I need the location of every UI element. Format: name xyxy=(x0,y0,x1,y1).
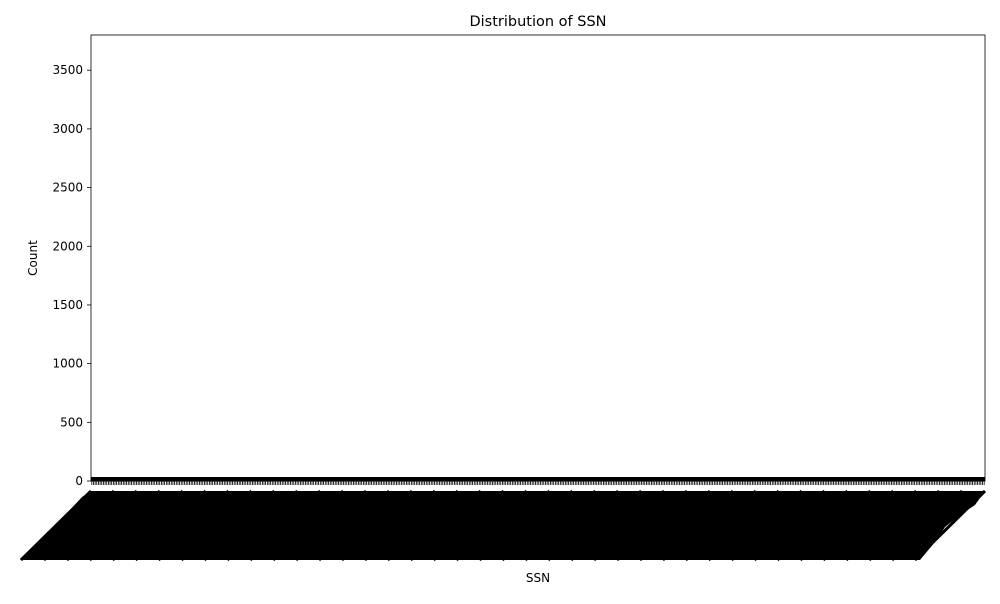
plot-background xyxy=(91,35,985,481)
x-tick-label-stroke xyxy=(891,489,964,562)
x-tick-label-stroke xyxy=(432,489,505,562)
bar-edge-band xyxy=(91,477,985,481)
x-tick-label-stroke xyxy=(822,489,895,562)
x-tick-label-stroke xyxy=(868,489,941,562)
plot-area xyxy=(90,34,986,482)
y-axis: 0 500 1000 1500 2000 2500 3000 3500 xyxy=(52,63,91,488)
x-tick-label-stroke xyxy=(340,489,413,562)
x-tick-label-stroke xyxy=(524,489,597,562)
x-tick-label-stroke xyxy=(615,489,689,562)
x-tick-label-stroke xyxy=(42,489,115,562)
x-tick-label-stroke xyxy=(845,489,918,562)
x-tick-label-stroke xyxy=(317,489,391,562)
x-tick-label-stroke xyxy=(730,489,803,562)
y-axis-label: Count xyxy=(26,240,40,276)
y-tick-label: 3000 xyxy=(52,122,83,136)
x-tick-label-stroke xyxy=(547,489,620,562)
x-tick-label-stroke xyxy=(180,489,253,562)
x-tick-label-stroke xyxy=(386,489,459,562)
x-tick-label-stroke xyxy=(501,489,574,562)
y-tick-label: 2000 xyxy=(52,239,83,253)
y-tick-label: 500 xyxy=(60,415,83,429)
x-tick-label-stroke xyxy=(65,489,138,562)
x-tick-label-stroke xyxy=(88,489,161,562)
x-tick-label-stroke xyxy=(455,489,528,562)
chart-title: Distribution of SSN xyxy=(469,14,606,30)
x-tick-label-stroke xyxy=(684,489,757,562)
x-tick-label-stroke xyxy=(661,489,734,562)
y-tick-label: 3500 xyxy=(52,63,83,77)
x-tick-labels-overlapping xyxy=(20,491,985,560)
x-tick-label-stroke xyxy=(799,489,872,562)
x-tick-label-stroke xyxy=(203,489,276,562)
x-tick-label-stroke xyxy=(226,489,299,562)
x-tick-label-stroke xyxy=(249,489,322,562)
x-tick-label-stroke xyxy=(295,489,368,562)
x-tick-label-stroke xyxy=(409,489,482,562)
bars-layer xyxy=(90,477,986,482)
x-tick-label-stroke xyxy=(111,489,184,562)
x-axis-label: SSN xyxy=(526,571,550,585)
x-tick-label-stroke xyxy=(157,489,230,562)
x-tick-label-stroke xyxy=(913,489,987,562)
x-tick-label-stroke xyxy=(134,489,207,562)
x-tick-label-stroke xyxy=(638,489,711,562)
x-tick-label-stroke xyxy=(753,489,826,562)
x-tick-label-stroke xyxy=(776,489,849,562)
x-tick-label-stroke xyxy=(478,489,551,562)
y-tick-label: 0 xyxy=(75,474,83,488)
y-tick-label: 1000 xyxy=(52,357,83,371)
x-tick-label-stroke xyxy=(272,489,345,562)
x-tick-label-stroke xyxy=(570,489,643,562)
x-tick-label-stroke xyxy=(19,489,93,562)
x-tick-label-stroke xyxy=(363,489,436,562)
x-tick-label-stroke xyxy=(707,489,780,562)
y-tick-label: 2500 xyxy=(52,181,83,195)
x-axis xyxy=(19,481,987,562)
y-tick-label: 1500 xyxy=(52,298,83,312)
x-tick-label-stroke xyxy=(593,489,666,562)
